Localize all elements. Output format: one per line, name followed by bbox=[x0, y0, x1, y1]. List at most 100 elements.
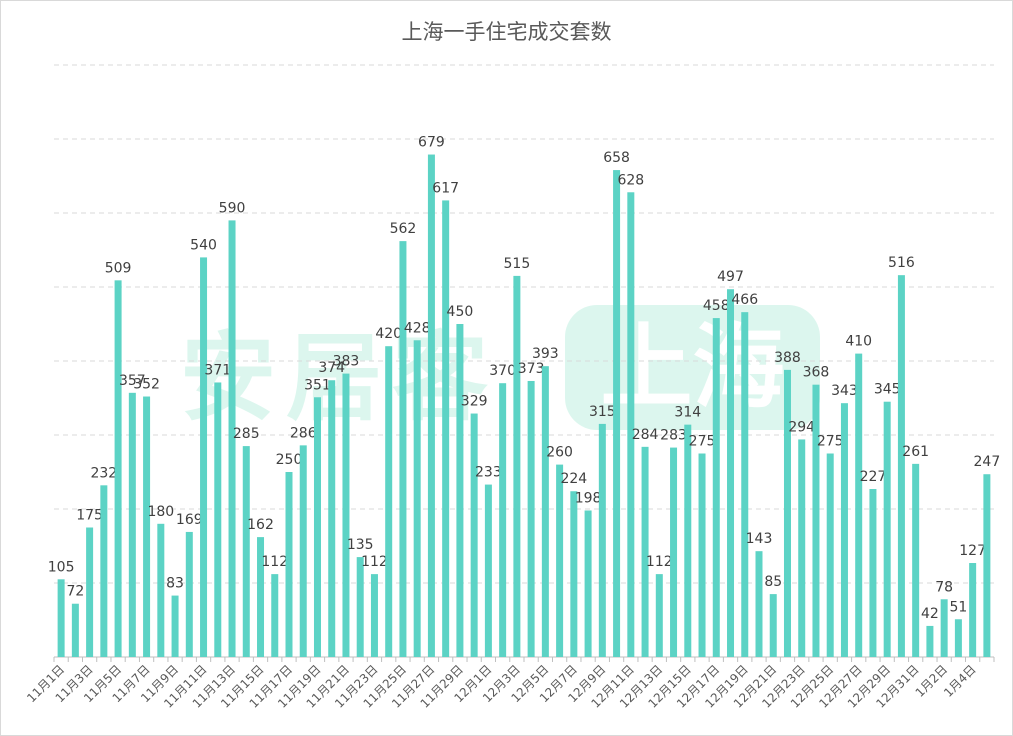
data-label: 224 bbox=[560, 471, 587, 487]
bar bbox=[214, 382, 222, 657]
data-label: 590 bbox=[219, 200, 246, 216]
bar bbox=[798, 439, 806, 657]
data-label: 410 bbox=[845, 334, 872, 350]
data-label: 286 bbox=[290, 425, 317, 441]
data-label: 169 bbox=[176, 512, 203, 528]
x-tick-label: 1月4日 bbox=[941, 662, 979, 700]
bar bbox=[413, 340, 421, 657]
bar bbox=[285, 472, 293, 657]
bar bbox=[840, 403, 848, 657]
bar bbox=[427, 154, 435, 658]
bar bbox=[57, 579, 65, 657]
data-label: 343 bbox=[831, 383, 858, 399]
data-label: 515 bbox=[504, 256, 531, 272]
data-label: 112 bbox=[261, 554, 288, 570]
data-label: 368 bbox=[803, 365, 830, 381]
data-label: 51 bbox=[949, 599, 967, 615]
bar bbox=[257, 537, 265, 657]
data-label: 393 bbox=[532, 346, 559, 362]
data-label: 371 bbox=[204, 362, 231, 378]
bar bbox=[983, 474, 991, 657]
bar bbox=[513, 275, 521, 657]
bar bbox=[370, 574, 378, 657]
data-label: 198 bbox=[575, 490, 602, 506]
data-label: 458 bbox=[703, 298, 730, 314]
bar bbox=[969, 563, 977, 657]
bar bbox=[499, 383, 507, 657]
data-label: 285 bbox=[233, 426, 260, 442]
data-label: 127 bbox=[959, 543, 986, 559]
bar bbox=[627, 192, 635, 657]
data-label: 294 bbox=[788, 419, 815, 435]
bar bbox=[128, 392, 136, 657]
bar bbox=[71, 603, 79, 657]
bar bbox=[655, 574, 663, 657]
bar bbox=[86, 527, 94, 657]
data-label: 373 bbox=[518, 361, 545, 377]
bar bbox=[399, 241, 407, 657]
bar bbox=[769, 594, 777, 657]
data-label: 180 bbox=[147, 504, 174, 520]
bar bbox=[442, 200, 450, 658]
data-label: 357 bbox=[119, 373, 146, 389]
bar bbox=[114, 280, 122, 657]
bar bbox=[242, 446, 250, 657]
data-label: 162 bbox=[247, 517, 274, 533]
data-label: 72 bbox=[66, 584, 84, 600]
data-label: 275 bbox=[817, 434, 844, 450]
bar bbox=[100, 485, 108, 657]
data-label: 658 bbox=[603, 150, 630, 166]
data-label: 617 bbox=[432, 180, 459, 196]
data-label: 143 bbox=[746, 531, 773, 547]
data-label: 112 bbox=[361, 554, 388, 570]
bar bbox=[727, 289, 735, 657]
data-label: 450 bbox=[447, 304, 474, 320]
data-label: 250 bbox=[276, 452, 303, 468]
bar bbox=[570, 491, 578, 657]
bar bbox=[342, 373, 350, 657]
bar bbox=[185, 531, 193, 657]
bar bbox=[541, 366, 549, 657]
data-label: 562 bbox=[390, 221, 417, 237]
data-label: 232 bbox=[90, 465, 117, 481]
data-label: 383 bbox=[333, 354, 360, 370]
bar bbox=[200, 257, 208, 657]
data-label: 315 bbox=[589, 404, 616, 420]
bar bbox=[741, 312, 749, 657]
bar bbox=[527, 380, 535, 657]
data-label: 135 bbox=[347, 537, 374, 553]
data-label: 105 bbox=[48, 559, 75, 575]
data-label: 466 bbox=[731, 292, 758, 308]
bar bbox=[755, 551, 763, 657]
bar bbox=[171, 595, 179, 657]
bar bbox=[484, 484, 492, 657]
bar bbox=[712, 318, 720, 657]
data-label: 370 bbox=[489, 363, 516, 379]
bar bbox=[470, 413, 478, 657]
data-label: 175 bbox=[76, 508, 103, 524]
data-label: 540 bbox=[190, 237, 217, 253]
data-label: 247 bbox=[974, 454, 1001, 470]
data-label: 85 bbox=[764, 574, 782, 590]
data-label: 509 bbox=[105, 260, 132, 276]
data-label: 628 bbox=[617, 172, 644, 188]
bar bbox=[157, 523, 165, 657]
data-label: 329 bbox=[461, 394, 488, 410]
bar bbox=[228, 220, 236, 657]
data-label: 284 bbox=[632, 427, 659, 443]
bar bbox=[940, 599, 948, 657]
bar bbox=[598, 423, 606, 657]
data-label: 516 bbox=[888, 255, 915, 271]
bar bbox=[869, 489, 877, 657]
bar bbox=[912, 463, 920, 657]
data-label: 428 bbox=[404, 320, 431, 336]
data-label: 351 bbox=[304, 377, 331, 393]
data-label: 78 bbox=[935, 579, 953, 595]
data-label: 283 bbox=[660, 428, 687, 444]
bar bbox=[783, 369, 791, 657]
data-label: 83 bbox=[166, 576, 184, 592]
bar bbox=[299, 445, 307, 657]
bar bbox=[385, 346, 393, 657]
data-label: 420 bbox=[375, 326, 402, 342]
